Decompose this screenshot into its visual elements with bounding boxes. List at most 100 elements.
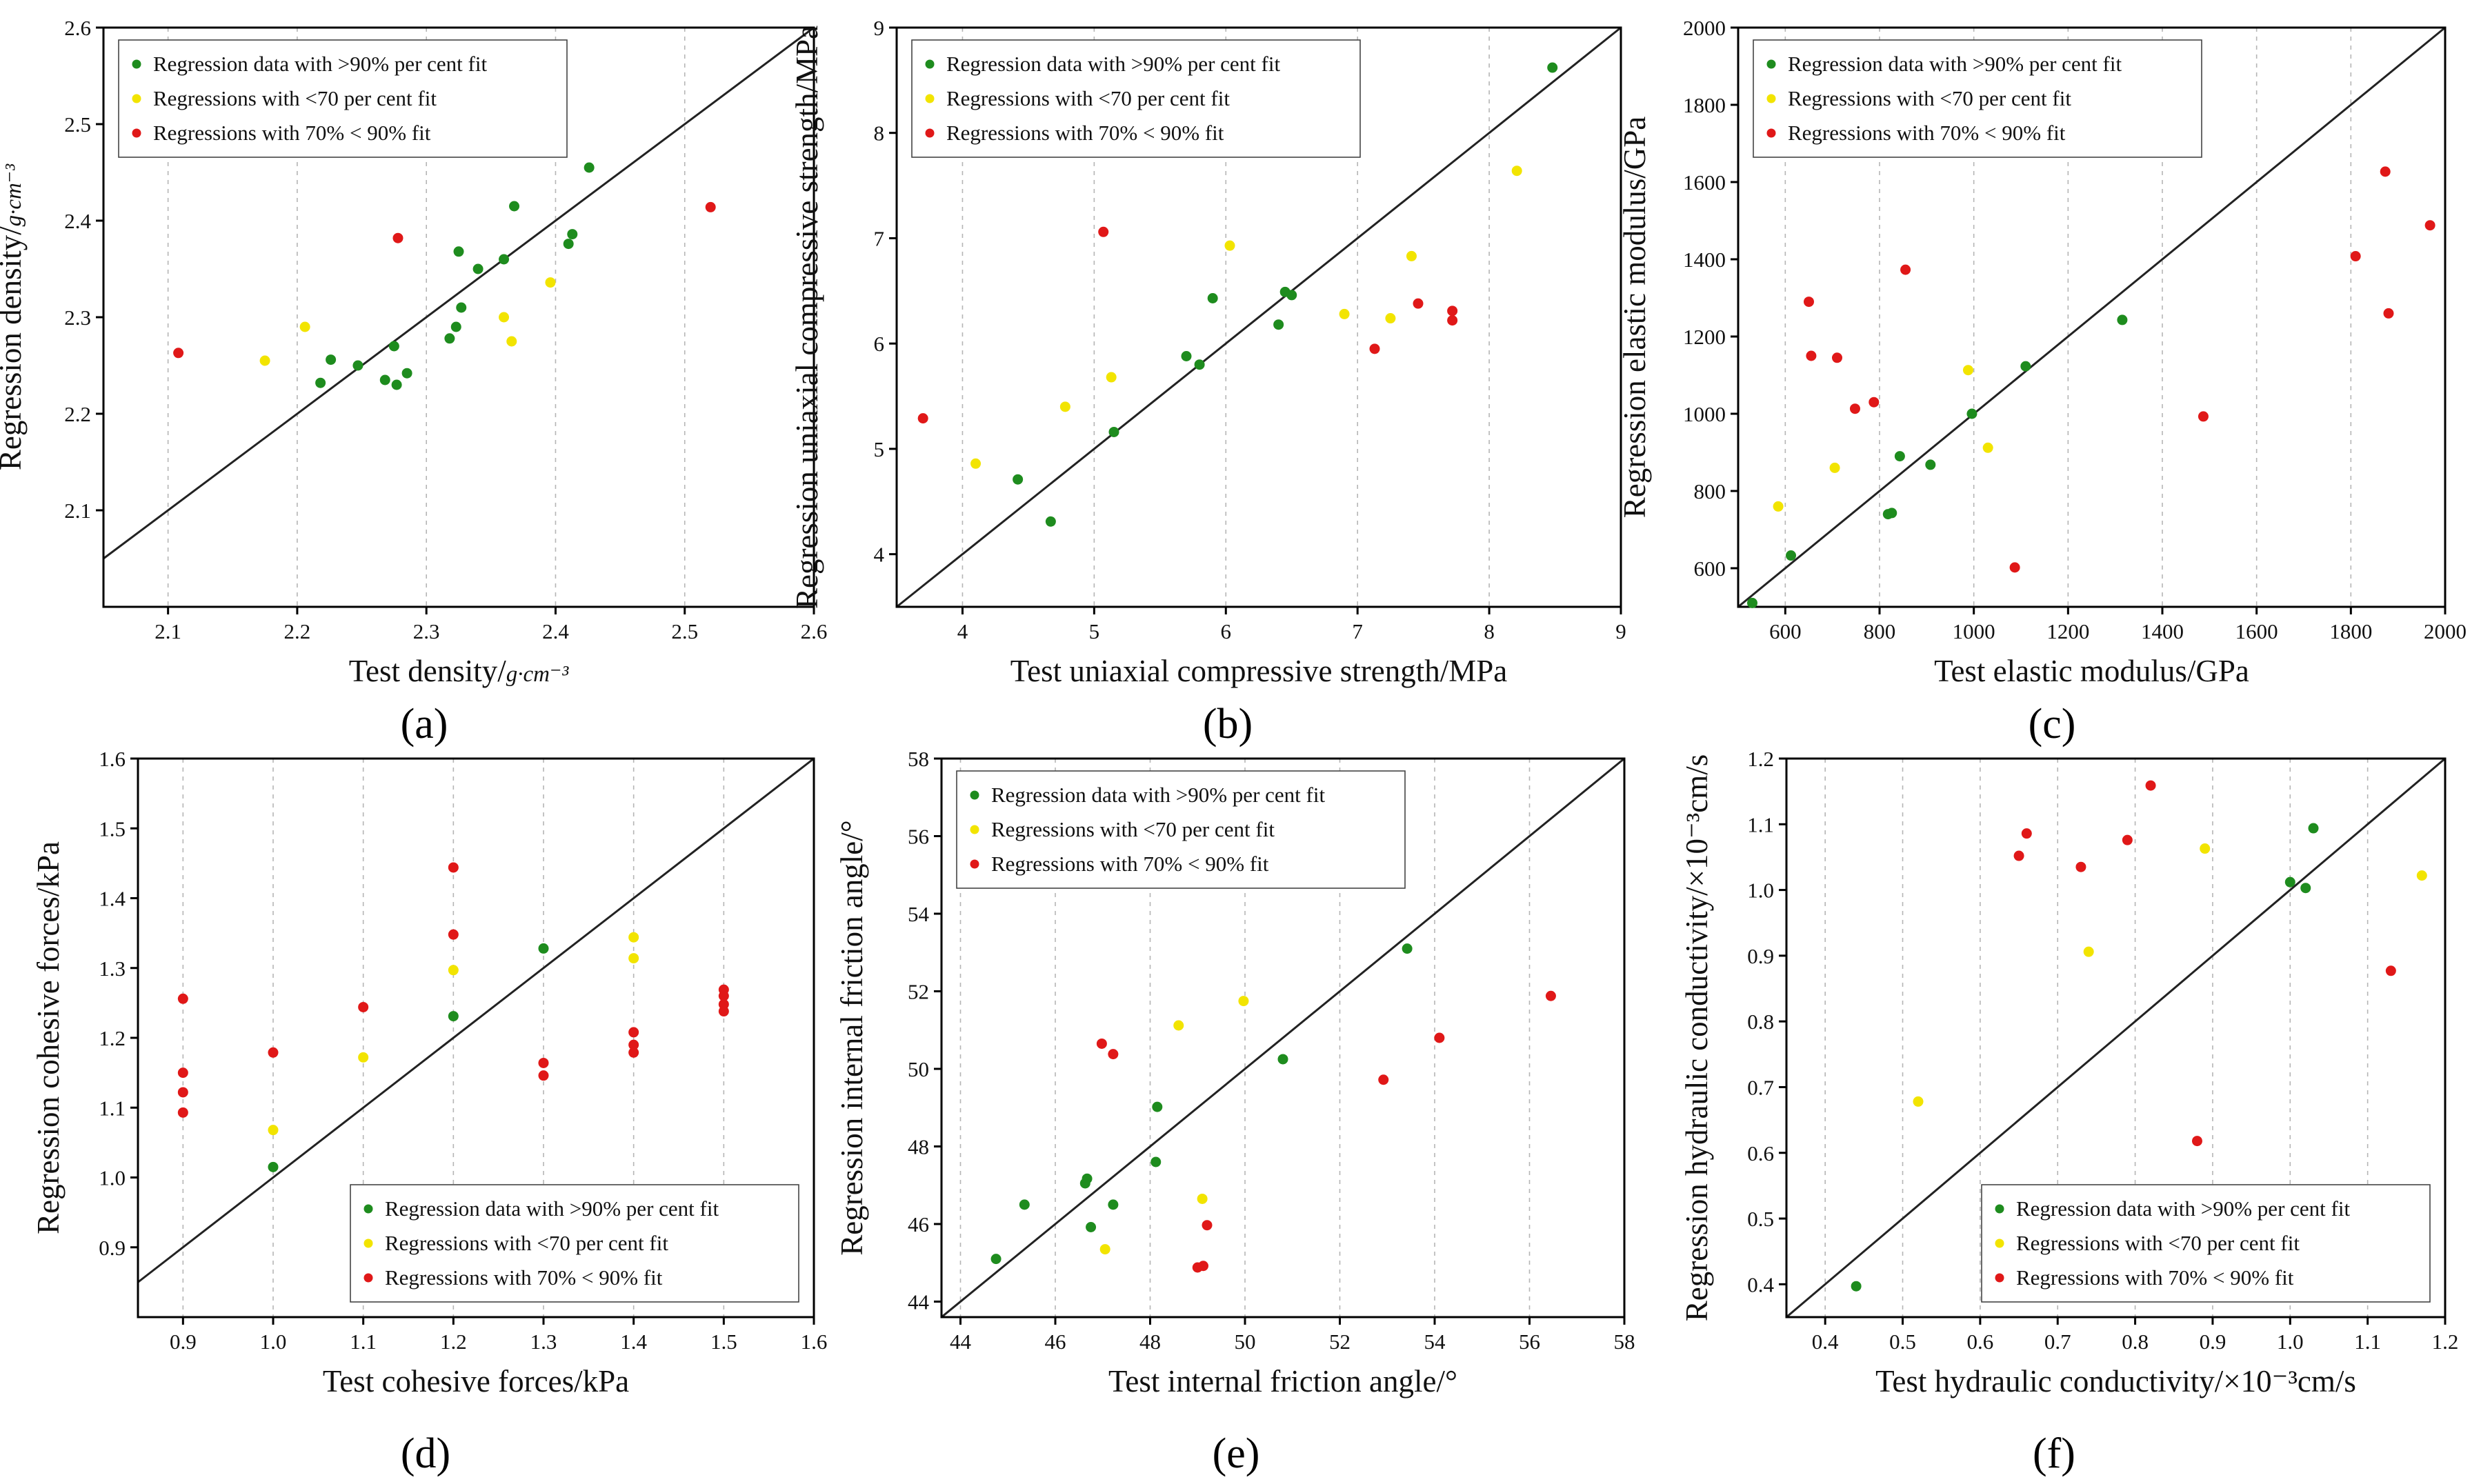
data-point-red — [2122, 834, 2133, 845]
y-tick-label: 1.1 — [1747, 812, 1774, 836]
data-point-yellow — [1238, 996, 1249, 1007]
x-tick-label: 1.4 — [620, 1330, 647, 1354]
y-tick-label: 0.5 — [1747, 1207, 1774, 1231]
y-tick-label: 1600 — [1683, 170, 1726, 194]
y-tick-label: 800 — [1694, 479, 1726, 503]
data-point-yellow — [1982, 442, 1993, 453]
y-tick-label: 52 — [908, 980, 929, 1004]
x-axis-title: Test density/g·cm⁻³ — [349, 654, 570, 688]
x-tick-label: 1.3 — [530, 1330, 557, 1354]
x-tick-label: 1.1 — [350, 1330, 377, 1354]
data-point-red — [1806, 350, 1817, 361]
data-point-green — [2020, 361, 2031, 372]
data-point-green — [1181, 351, 1192, 362]
legend-marker-red — [1766, 128, 1776, 138]
data-point-yellow — [2200, 843, 2211, 854]
data-point-yellow — [1106, 372, 1117, 383]
y-tick-label: 8 — [874, 121, 885, 146]
data-point-green — [352, 360, 363, 371]
data-point-red — [2191, 1136, 2202, 1147]
data-point-red — [268, 1047, 279, 1058]
x-tick-label: 1.2 — [440, 1330, 467, 1354]
x-tick-label: 4 — [957, 619, 968, 643]
data-point-green — [1925, 459, 1936, 470]
data-point-red — [1369, 343, 1380, 354]
data-point-green — [1086, 1222, 1097, 1232]
data-point-red — [2198, 411, 2209, 422]
y-tick-label: 1400 — [1683, 248, 1726, 272]
data-point-red — [1869, 397, 1880, 408]
data-point-green — [401, 368, 412, 379]
x-tick-label: 2.6 — [801, 619, 828, 643]
legend-marker-red — [132, 128, 141, 138]
x-tick-label: 48 — [1139, 1330, 1161, 1354]
data-point-yellow — [1197, 1193, 1208, 1204]
y-tick-label: 46 — [908, 1212, 929, 1236]
x-tick-label: 2000 — [2424, 619, 2467, 643]
data-point-red — [2424, 220, 2435, 231]
data-point-green — [1045, 516, 1056, 527]
data-point-green — [1273, 319, 1284, 330]
data-point-yellow — [545, 277, 556, 288]
data-point-yellow — [506, 336, 517, 347]
x-tick-label: 1200 — [2046, 619, 2089, 643]
x-tick-label: 1000 — [1953, 619, 1995, 643]
data-point-red — [1900, 264, 1911, 275]
data-point-green — [990, 1254, 1002, 1265]
data-point-green — [1786, 550, 1797, 561]
data-point-red — [2350, 251, 2361, 262]
legend-entry: Regression data with >90% per cent fit — [2016, 1196, 2350, 1221]
y-tick-label: 1.6 — [99, 747, 126, 771]
legend-entry: Regressions with <70 per cent fit — [2016, 1231, 2300, 1255]
data-point-yellow — [1829, 462, 1840, 473]
legend-entry: Regression data with >90% per cent fit — [385, 1196, 719, 1221]
data-point-red — [917, 413, 928, 424]
data-point-red — [1098, 226, 1109, 237]
data-point-green — [1013, 474, 1024, 485]
y-tick-label: 44 — [908, 1290, 930, 1314]
data-point-green — [1747, 597, 1757, 608]
y-tick-label: 1.5 — [99, 816, 126, 841]
data-point-red — [1198, 1261, 1208, 1272]
x-tick-label: 1.0 — [260, 1330, 287, 1354]
y-tick-label: 1.0 — [99, 1166, 126, 1190]
x-tick-label: 5 — [1089, 619, 1100, 643]
data-point-yellow — [268, 1125, 279, 1136]
panel-label: (b) — [1203, 701, 1253, 748]
legend-entry: Regressions with 70% < 90% fit — [991, 852, 1269, 876]
x-tick-label: 46 — [1045, 1330, 1066, 1354]
data-point-green — [1277, 1054, 1288, 1065]
data-point-green — [2117, 314, 2128, 325]
data-point-green — [444, 333, 455, 344]
x-axis-title: Test hydraulic conductivity/×10⁻³cm/s — [1875, 1364, 2356, 1398]
y-tick-label: 5 — [874, 437, 885, 461]
data-point-green — [448, 1011, 459, 1022]
y-tick-label: 0.7 — [1747, 1075, 1774, 1099]
data-point-red — [2009, 562, 2020, 573]
data-point-green — [2300, 883, 2311, 894]
panel-label: (f) — [2033, 1430, 2075, 1477]
x-tick-label: 8 — [1484, 619, 1495, 643]
y-tick-label: 50 — [908, 1057, 929, 1081]
x-tick-label: 0.6 — [1967, 1330, 1994, 1354]
x-tick-label: 6 — [1221, 619, 1232, 643]
x-tick-label: 7 — [1352, 619, 1363, 643]
y-axis-title: Regression elastic modulus/GPa — [1617, 117, 1652, 518]
x-tick-label: 2.1 — [155, 619, 181, 643]
y-tick-label: 58 — [908, 747, 929, 771]
data-point-green — [456, 302, 467, 313]
data-point-red — [2145, 780, 2156, 791]
legend-entry: Regression data with >90% per cent fit — [946, 52, 1280, 76]
data-point-red — [2021, 828, 2032, 839]
data-point-yellow — [628, 932, 639, 943]
data-point-red — [1804, 297, 1814, 308]
x-tick-label: 1800 — [2329, 619, 2372, 643]
data-point-green — [388, 341, 399, 352]
legend-entry: Regressions with <70 per cent fit — [385, 1231, 668, 1255]
panel-label: (a) — [401, 701, 448, 748]
y-tick-label: 6 — [874, 332, 885, 356]
y-tick-label: 600 — [1694, 556, 1726, 581]
data-point-green — [1886, 508, 1897, 519]
data-point-green — [1894, 451, 1905, 462]
legend-entry: Regressions with 70% < 90% fit — [2016, 1265, 2294, 1290]
